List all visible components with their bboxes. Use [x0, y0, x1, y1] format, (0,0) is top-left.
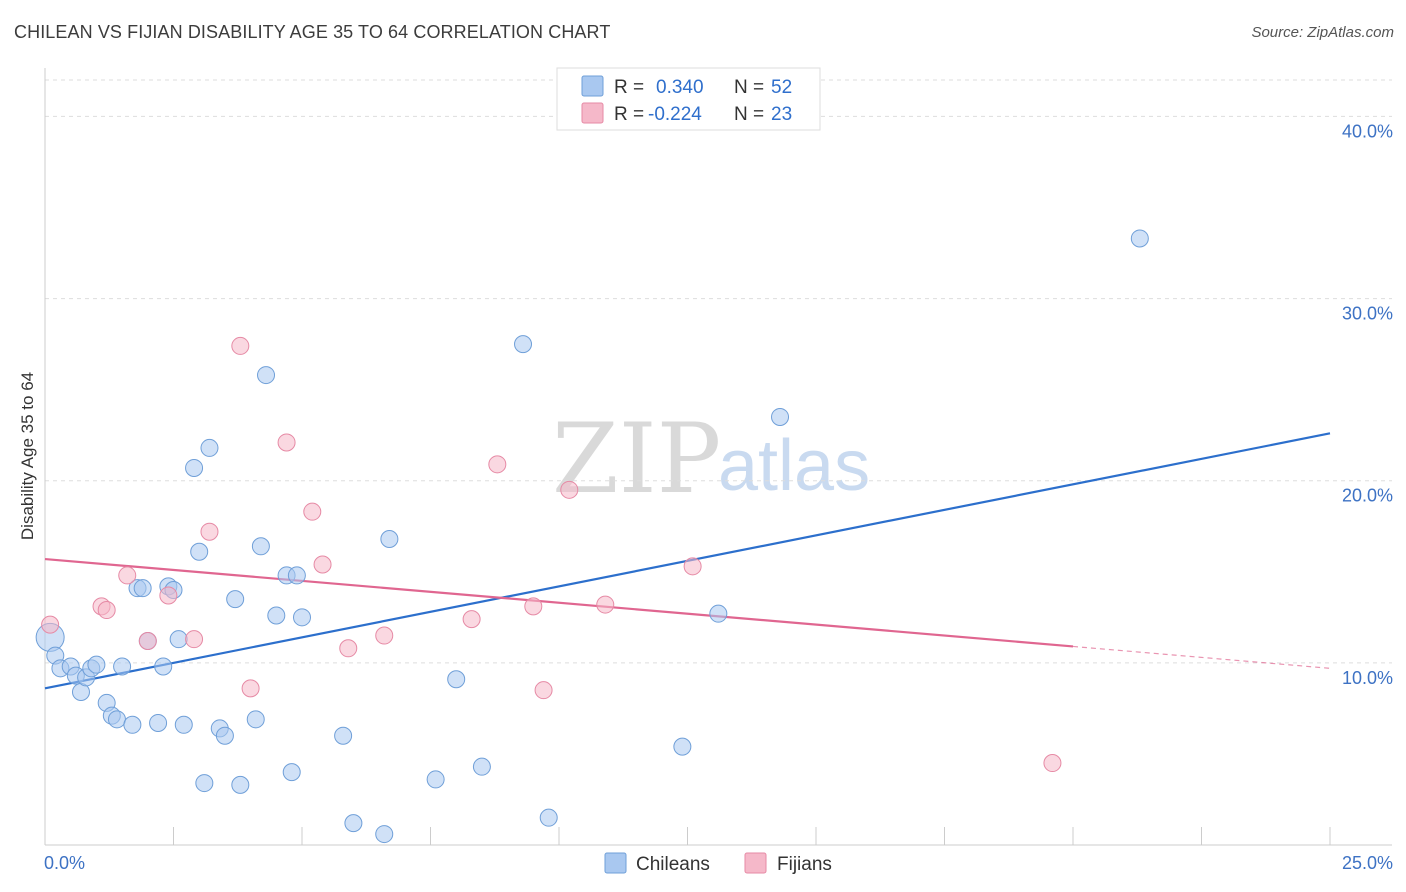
- trendline-extension-fijians: [1072, 645, 1331, 669]
- source-label: Source: ZipAtlas.com: [1251, 24, 1394, 41]
- trendline-fijians: [44, 557, 1074, 648]
- legend-r-value-2: -0.224: [648, 104, 702, 125]
- point-chileans: [380, 530, 399, 548]
- point-chileans: [215, 726, 234, 745]
- legend-n-value-2: 23: [771, 104, 792, 125]
- point-chileans: [190, 542, 209, 561]
- point-fijians: [560, 480, 579, 499]
- point-fijians: [118, 566, 137, 585]
- point-chileans: [246, 710, 265, 729]
- point-chileans: [282, 763, 301, 782]
- point-chileans: [169, 630, 188, 649]
- watermark-zip: ZIP: [552, 403, 721, 515]
- legend: R = 0.340 N = 52 R = -0.224 N = 23: [556, 67, 821, 131]
- point-fijians: [303, 502, 322, 521]
- point-fijians: [185, 630, 204, 649]
- point-chileans: [185, 458, 204, 477]
- legend-n-value-1: 52: [771, 77, 792, 98]
- point-chileans: [113, 657, 132, 676]
- point-fijians: [375, 626, 394, 645]
- point-chileans: [771, 407, 790, 426]
- x-tick-label-max: 25.0%: [1342, 853, 1393, 873]
- point-chileans: [195, 774, 214, 793]
- point-fijians: [313, 555, 332, 574]
- point-fijians: [1043, 754, 1062, 773]
- point-chileans: [107, 710, 126, 729]
- point-fijians: [231, 336, 250, 355]
- point-chileans: [709, 604, 728, 623]
- axes: [44, 68, 1392, 846]
- point-fijians: [488, 455, 507, 474]
- bottom-legend-fijians: Fijians: [777, 854, 832, 875]
- point-chileans: [133, 579, 152, 598]
- point-chileans: [149, 713, 168, 732]
- point-chileans: [539, 808, 558, 827]
- point-chileans: [472, 757, 491, 776]
- point-chileans: [154, 657, 173, 676]
- legend-n-label-2: N =: [734, 104, 764, 125]
- y-tick-label: 30.0%: [1342, 304, 1393, 324]
- bottom-legend-swatch-fijians: [744, 852, 767, 874]
- point-chileans: [174, 715, 193, 734]
- point-fijians: [683, 557, 702, 576]
- chart-title: CHILEAN VS FIJIAN DISABILITY AGE 35 TO 6…: [14, 22, 611, 42]
- legend-r-value-1: 0.340: [656, 77, 704, 98]
- legend-n-label-1: N =: [734, 77, 764, 98]
- point-chileans: [293, 608, 311, 627]
- point-fijians: [524, 597, 543, 616]
- point-chileans: [1130, 229, 1149, 248]
- bottom-legend: Chileans Fijians: [604, 852, 832, 875]
- point-chileans: [514, 335, 533, 354]
- point-chileans: [231, 775, 250, 794]
- tick-labels: 10.0% 20.0% 30.0% 40.0% 0.0% 25.0%: [44, 121, 1393, 873]
- data-points: [35, 229, 1149, 844]
- y-tick-label: 40.0%: [1342, 121, 1393, 141]
- point-chileans: [267, 606, 286, 625]
- point-fijians: [534, 681, 553, 700]
- point-fijians: [277, 433, 296, 452]
- y-axis-label: Disability Age 35 to 64: [18, 372, 37, 540]
- point-chileans: [257, 366, 276, 385]
- point-chileans: [87, 655, 106, 674]
- point-fijians: [200, 522, 219, 541]
- point-chileans: [226, 590, 245, 609]
- point-chileans: [200, 438, 219, 457]
- point-fijians: [339, 639, 358, 658]
- point-chileans: [344, 814, 363, 833]
- y-tick-label: 20.0%: [1342, 486, 1393, 506]
- point-chileans: [251, 537, 270, 556]
- x-tick-label-min: 0.0%: [44, 853, 85, 873]
- series-fijians: [41, 336, 1062, 773]
- point-chileans: [673, 737, 692, 756]
- watermark: ZIP atlas: [552, 403, 870, 515]
- bottom-legend-chileans: Chileans: [636, 854, 710, 875]
- point-fijians: [159, 586, 178, 605]
- point-fijians: [41, 615, 60, 634]
- legend-r-label-2: R =: [614, 104, 644, 125]
- point-fijians: [596, 595, 615, 614]
- point-chileans: [334, 726, 353, 745]
- point-chileans: [447, 670, 466, 689]
- point-chileans: [426, 770, 445, 789]
- legend-swatch-chileans: [581, 75, 604, 97]
- watermark-atlas: atlas: [718, 426, 870, 506]
- point-fijians: [97, 601, 116, 620]
- point-fijians: [462, 610, 481, 629]
- bottom-legend-swatch-chileans: [604, 852, 627, 874]
- legend-r-label-1: R =: [614, 77, 644, 98]
- y-tick-label: 10.0%: [1342, 668, 1393, 688]
- point-fijians: [241, 679, 260, 698]
- point-chileans: [123, 715, 142, 734]
- point-fijians: [138, 632, 157, 650]
- legend-swatch-fijians: [581, 102, 604, 124]
- point-chileans: [375, 825, 394, 844]
- point-chileans: [287, 566, 306, 585]
